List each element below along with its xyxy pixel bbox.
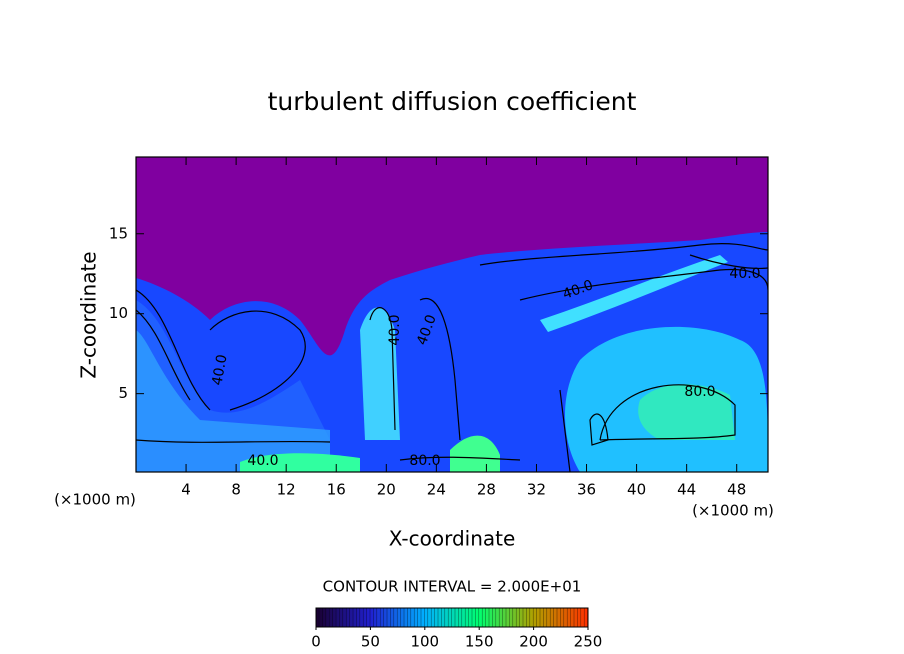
x-unit-label: (×1000 m) xyxy=(692,502,774,520)
field xyxy=(136,157,768,472)
contour-label: 40.0 xyxy=(247,453,278,469)
x-tick-label: 44 xyxy=(677,481,696,499)
colorbar-tick-label: 150 xyxy=(465,633,494,651)
contour-label: 40.0 xyxy=(209,353,230,386)
field-green xyxy=(240,453,360,472)
colorbar-tick-label: 100 xyxy=(410,633,439,651)
y-tick-label: 10 xyxy=(109,304,128,322)
contour-label: 80.0 xyxy=(409,453,440,469)
x-unit-label: (×1000 m) xyxy=(54,491,136,509)
y-tick-label: 5 xyxy=(118,384,128,402)
contour-label: 40.0 xyxy=(729,266,760,282)
field-light xyxy=(136,330,330,472)
x-tick-label: 36 xyxy=(577,481,596,499)
contour-label: 40.0 xyxy=(387,314,403,345)
x-tick-label: 20 xyxy=(377,481,396,499)
colorbar xyxy=(315,607,589,628)
chart-title: turbulent diffusion coefficient xyxy=(268,87,637,116)
x-axis-label: X-coordinate xyxy=(389,527,516,551)
colorbar-tick-label: 200 xyxy=(519,633,548,651)
colorbar-tick-label: 0 xyxy=(311,633,321,651)
contour-label: 80.0 xyxy=(684,384,715,400)
field-cyan-2 xyxy=(638,384,735,440)
colorbar-tick-label: 50 xyxy=(361,633,380,651)
colorbar-title: CONTOUR INTERVAL = 2.000E+01 xyxy=(323,578,582,596)
x-tick-label: 8 xyxy=(231,481,241,499)
x-tick-label: 12 xyxy=(277,481,296,499)
contours xyxy=(136,243,768,472)
x-tick-label: 48 xyxy=(727,481,746,499)
x-tick-label: 24 xyxy=(427,481,446,499)
x-tick-label: 28 xyxy=(477,481,496,499)
plot-frame xyxy=(135,156,769,473)
y-tick-label: 15 xyxy=(109,224,128,242)
field-green-2 xyxy=(450,435,500,472)
x-tick-label: 40 xyxy=(627,481,646,499)
x-tick-label: 16 xyxy=(327,481,346,499)
colorbar-tick-label: 250 xyxy=(574,633,603,651)
x-tick-label: 4 xyxy=(181,481,191,499)
field-cyan-3 xyxy=(360,307,400,440)
x-tick-label: 32 xyxy=(527,481,546,499)
y-axis-label: Z-coordinate xyxy=(77,251,101,378)
